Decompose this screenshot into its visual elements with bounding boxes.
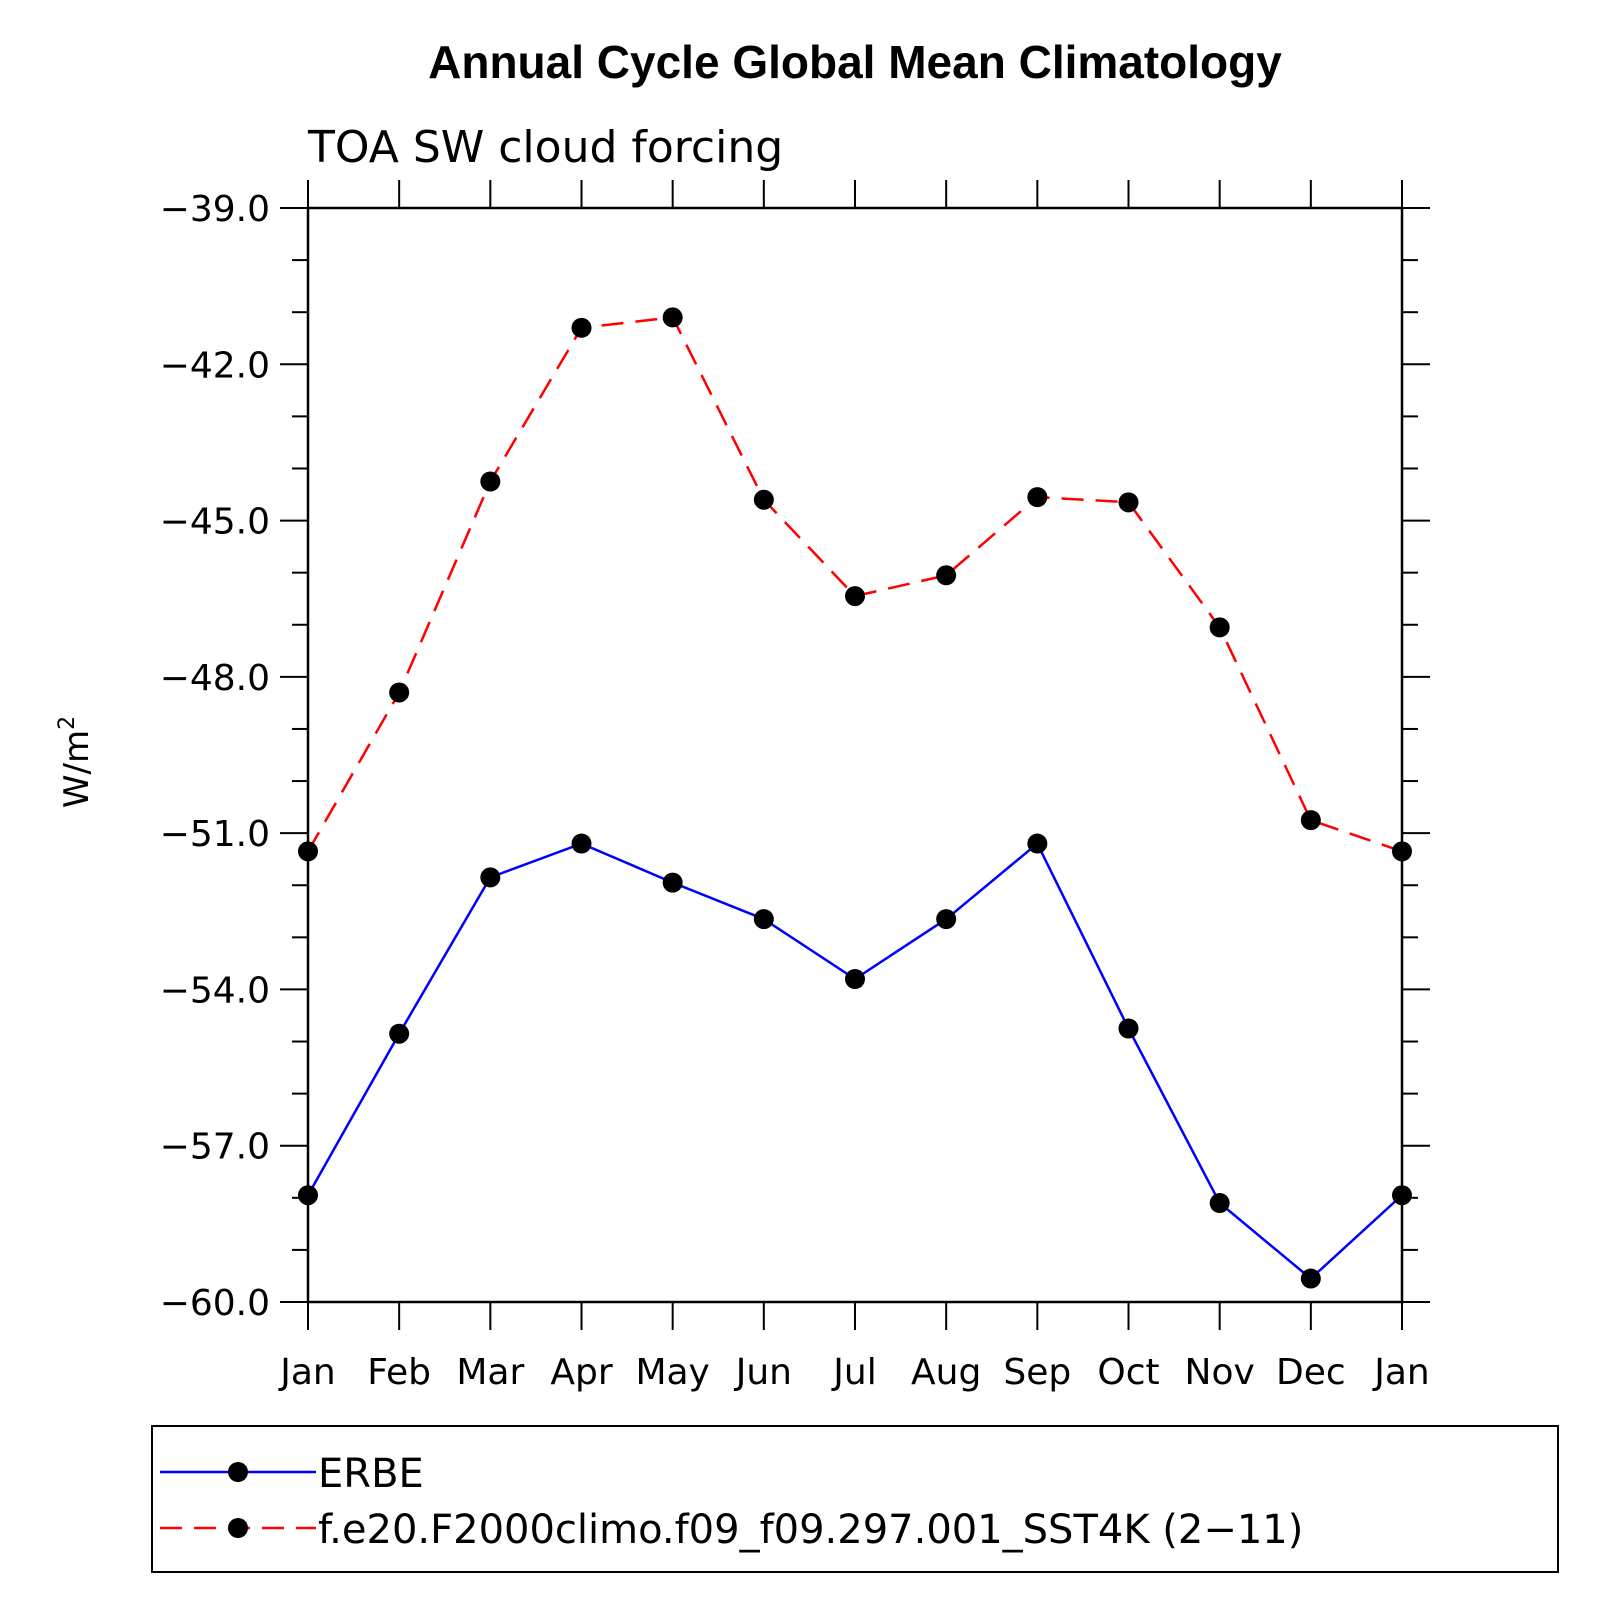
data-point	[662, 307, 683, 328]
y-tick-label: −39.0	[160, 189, 270, 230]
legend-item-sst4k: f.e20.F2000climo.f09_f09.297.001_SST4K (…	[160, 1507, 1303, 1553]
y-axis-label-superscript: 2	[55, 716, 80, 730]
data-point	[936, 565, 957, 586]
legend-marker	[228, 1518, 248, 1538]
plot-axes: −39.0 −42.0 −45.0 −48.0 −51.0 −54.0 −57.0 −60.0…	[160, 180, 1430, 1393]
data-point	[389, 682, 410, 703]
data-point	[1300, 1268, 1321, 1289]
data-point	[571, 833, 592, 854]
y-tick-label: −57.0	[160, 1127, 270, 1168]
series-sst4k	[298, 307, 1412, 862]
legend: ERBE f.e20.F2000climo.f09_f09.297.001_SST…	[151, 1425, 1559, 1573]
x-tick-label-mar: Mar	[456, 1352, 524, 1393]
y-tick-label: −42.0	[160, 345, 270, 386]
data-point	[1209, 617, 1230, 638]
data-point	[1392, 841, 1412, 862]
series-layer	[298, 307, 1412, 1289]
data-point	[480, 471, 501, 492]
x-tick-label-jun: Jun	[734, 1352, 792, 1393]
chart-subtitle: TOA SW cloud forcing	[307, 122, 783, 173]
plot-frame	[306, 206, 1404, 1304]
x-tick-label-aug: Aug	[911, 1352, 981, 1393]
y-axis-label: W/m2	[55, 716, 97, 808]
data-point	[571, 317, 592, 338]
legend-box	[151, 1425, 1559, 1573]
x-tick-label-sep: Sep	[1003, 1352, 1071, 1393]
x-tick-label-jan: Jan	[278, 1352, 336, 1393]
legend-marker	[228, 1462, 248, 1482]
data-point	[753, 489, 774, 510]
x-tick-label-nov: Nov	[1185, 1352, 1255, 1393]
data-point	[845, 586, 865, 607]
y-tick-label: −51.0	[160, 814, 270, 855]
x-tick-label-dec: Dec	[1276, 1352, 1346, 1393]
y-tick-label: −45.0	[160, 502, 270, 543]
legend-label: ERBE	[318, 1451, 424, 1497]
x-tick-label-may: May	[635, 1352, 709, 1393]
x-tick-label-jan: Jan	[1372, 1352, 1430, 1393]
y-tick-label: −48.0	[160, 658, 270, 699]
data-point	[1209, 1193, 1230, 1214]
data-point	[845, 969, 865, 990]
y-tick-label: −54.0	[160, 970, 270, 1011]
x-tick-label-jul: Jul	[831, 1352, 876, 1393]
series-line	[306, 841, 1403, 1281]
data-point	[1392, 1185, 1412, 1206]
data-point	[298, 1185, 318, 1206]
legend-label: f.e20.F2000climo.f09_f09.297.001_SST4K (…	[318, 1507, 1303, 1553]
data-point	[1027, 487, 1048, 508]
x-tick-label-oct: Oct	[1097, 1352, 1159, 1393]
x-tick-label-apr: Apr	[550, 1352, 612, 1393]
data-point	[753, 909, 774, 930]
data-point	[662, 872, 683, 893]
x-tick-label-feb: Feb	[367, 1352, 431, 1393]
data-point	[298, 841, 318, 862]
y-tick-label: −60.0	[160, 1283, 270, 1324]
data-point	[480, 867, 501, 888]
data-point	[389, 1023, 410, 1044]
series-erbe	[298, 833, 1412, 1289]
data-point	[1300, 810, 1321, 831]
legend-item-erbe: ERBE	[160, 1451, 424, 1497]
data-point	[1118, 1018, 1139, 1039]
data-point	[936, 909, 957, 930]
data-point	[1118, 492, 1139, 513]
chart-title: Annual Cycle Global Mean Climatology	[428, 36, 1282, 88]
data-point	[1027, 833, 1048, 854]
series-line	[306, 316, 1403, 853]
